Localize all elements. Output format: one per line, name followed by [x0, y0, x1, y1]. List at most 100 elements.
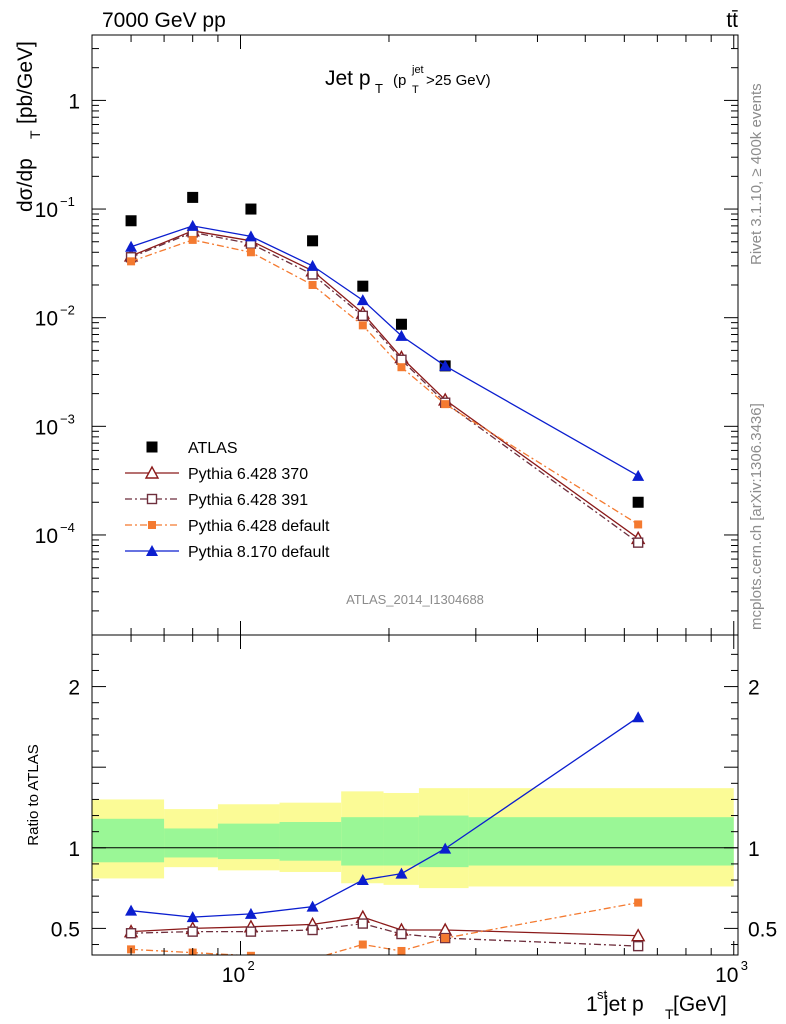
- ratio-point: [245, 926, 257, 937]
- ratio-point: [186, 911, 199, 923]
- ratio-point: [396, 928, 407, 940]
- data-point: [357, 280, 369, 292]
- legend-item: Pythia 6.428 370: [125, 465, 308, 483]
- series-line: [130, 230, 639, 539]
- title-cut-sub: T: [412, 84, 419, 96]
- legend-item: Pythia 8.170 default: [125, 544, 330, 561]
- title-cut-close: >25 GeV): [426, 72, 491, 89]
- plot-title: Jet p T (p jet T >25 GeV): [325, 64, 491, 96]
- rivet-label: Rivet 3.1.10, ≥ 400k events: [748, 83, 765, 265]
- band-green: [92, 818, 165, 863]
- series-pythia-6-428-default: [127, 235, 643, 529]
- data-point: [125, 215, 137, 227]
- ratio-point: [397, 946, 406, 955]
- band-green: [279, 822, 342, 861]
- x-tick-label-exp: 2: [247, 958, 254, 973]
- legend-marker: [148, 521, 156, 529]
- legend-item: ATLAS: [146, 440, 238, 457]
- data-point: [632, 496, 644, 508]
- ratio-point: [187, 926, 198, 937]
- main-ylabel: dσ/dp T [pb/GeV]: [14, 41, 43, 212]
- band-green: [383, 817, 419, 866]
- band-green: [217, 823, 280, 860]
- data-point: [358, 321, 367, 330]
- xaxis-label: 1 st jet p T [GeV]: [586, 987, 727, 1022]
- data-point: [246, 248, 255, 257]
- data-point: [395, 329, 408, 341]
- y-tick-label-exp: −3: [60, 411, 75, 426]
- xlabel-sub: T: [665, 1006, 674, 1022]
- ratio-point: [395, 867, 408, 879]
- ratio-series: [123, 711, 646, 955]
- ratio-y-tick-label: 1: [68, 838, 80, 861]
- y-tick-label-exp: −2: [60, 303, 75, 318]
- legend-label: Pythia 6.428 default: [188, 518, 330, 535]
- energy-label: 7000 GeV pp: [102, 9, 226, 32]
- xlabel-unit: [GeV]: [673, 993, 727, 1016]
- data-point: [186, 219, 199, 231]
- data-point: [187, 191, 199, 203]
- main-series: [123, 191, 646, 548]
- legend-marker: [146, 493, 158, 505]
- ylabel-unit: [pb/GeV]: [14, 41, 37, 124]
- ratio-line: [131, 916, 639, 937]
- ratio-line: [131, 922, 639, 947]
- legend-marker: [146, 441, 158, 453]
- x-tick-label: 10: [715, 964, 738, 987]
- legend: ATLAS Pythia 6.428 370 Pythia 6.428 391 Pyt…: [125, 440, 330, 561]
- legend-marker: [144, 465, 160, 479]
- ratio-point: [306, 900, 319, 912]
- y-tick-label: 10: [35, 525, 58, 548]
- analysis-id: ATLAS_2014_I1304688: [346, 592, 484, 607]
- ratio-point: [125, 928, 137, 939]
- ratio-series-pythia-8-170-default: [125, 711, 645, 923]
- ylabel-sub: T: [27, 130, 43, 139]
- mcplots-label: mcplots.cern.ch [arXiv:1306.3436]: [748, 403, 765, 630]
- band-green: [164, 828, 218, 858]
- band-green: [468, 817, 734, 866]
- data-point: [127, 257, 136, 266]
- xlabel-sup: st: [597, 987, 608, 1002]
- ratio-point: [358, 940, 367, 949]
- data-point: [357, 310, 369, 322]
- ratio-y-tick-label: 0.5: [51, 918, 80, 941]
- x-tick-label: 10: [222, 964, 245, 987]
- data-point: [308, 280, 317, 289]
- y-tick-label-exp: −1: [60, 194, 75, 209]
- xlabel-rest: jet p: [603, 993, 644, 1016]
- ratio-y-tick-label-right: 0.5: [748, 918, 777, 941]
- band-green: [341, 817, 384, 866]
- ratio-point: [634, 898, 643, 907]
- ratio-point: [307, 924, 318, 936]
- process-label: tt̄: [726, 9, 738, 32]
- legend-marker: [146, 545, 158, 556]
- ratio-point: [244, 907, 257, 919]
- ratio-frame: [91, 634, 739, 956]
- ratio-point: [632, 940, 644, 952]
- data-point: [356, 294, 369, 306]
- data-point: [397, 363, 406, 372]
- legend-item: Pythia 6.428 391: [125, 492, 308, 509]
- data-point: [306, 259, 319, 271]
- data-point: [634, 520, 643, 529]
- legend-label: Pythia 6.428 391: [188, 492, 308, 509]
- series-line: [130, 231, 639, 544]
- data-point: [188, 235, 197, 244]
- ratio-point: [439, 842, 452, 854]
- ratio-point: [630, 928, 646, 942]
- ratio-ylabel: Ratio to ATLAS: [25, 744, 42, 845]
- y-tick-label: 10: [35, 308, 58, 331]
- data-point: [439, 359, 452, 371]
- title-main: Jet p: [325, 67, 371, 90]
- data-point: [632, 469, 645, 481]
- series-line: [130, 225, 639, 477]
- ratio-axis-ticks: 10 2 10 30.5 0.51 12 2: [51, 653, 777, 987]
- ratio-point: [632, 711, 645, 723]
- ratio-series-pythia-6-428-391: [125, 918, 644, 952]
- data-point: [245, 203, 257, 215]
- data-point: [441, 400, 450, 409]
- legend-label: Pythia 6.428 370: [188, 466, 308, 483]
- ylabel-main: dσ/dp: [14, 158, 37, 212]
- data-point: [307, 235, 319, 247]
